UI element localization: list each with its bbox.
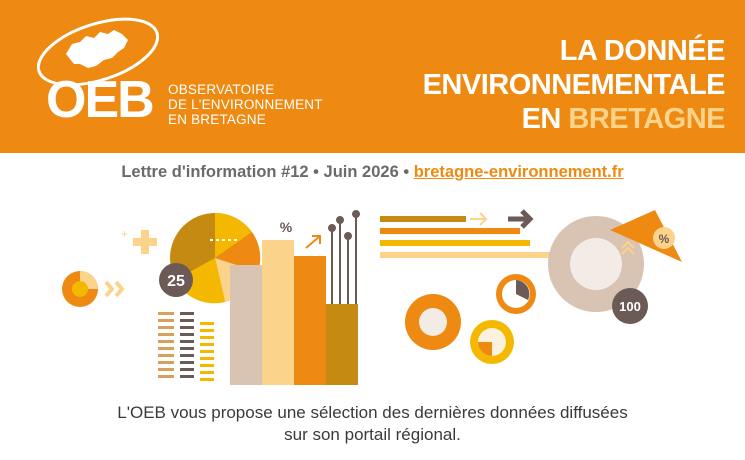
header-banner: OEB OBSERVATOIRE DE L'ENVIRONNEMENT EN B… xyxy=(0,0,745,153)
badge-25: 25 xyxy=(167,273,185,290)
logo-sub-line: DE L'ENVIRONNEMENT xyxy=(168,97,323,112)
percent-badge-circle xyxy=(653,227,675,249)
title-line: ENVIRONNEMENTALE xyxy=(422,69,726,101)
brittany-map-icon xyxy=(36,17,160,87)
percent-badge: % xyxy=(659,232,670,246)
newsletter-info: Lettre d'information #12 • Juin 2026 • b… xyxy=(0,163,745,182)
badge-100-circle xyxy=(612,288,648,324)
arrow-up-right-icon xyxy=(305,235,321,249)
pin-lines xyxy=(328,210,360,304)
badge-25-circle xyxy=(159,263,193,297)
donut-chart-orange xyxy=(405,294,461,350)
donut-chart-yellow xyxy=(470,320,514,364)
intro-line: L'OEB vous propose une sélection des der… xyxy=(117,403,628,422)
chevron-right-icon xyxy=(104,280,125,298)
striped-bars xyxy=(158,312,214,381)
portal-link[interactable]: bretagne-environnement.fr xyxy=(413,163,624,181)
logo-wordmark: OEB xyxy=(46,71,155,129)
horizontal-bars xyxy=(380,216,555,258)
bar-chart xyxy=(230,240,358,385)
donut-chart-grey xyxy=(496,274,536,314)
title-accent: BRETAGNE xyxy=(568,103,725,135)
title-prefix: EN xyxy=(521,103,569,135)
logo-sub-line: OBSERVATOIRE xyxy=(168,82,275,97)
data-illustration: + 25 % xyxy=(62,209,682,385)
badge-100: 100 xyxy=(619,299,641,314)
page-title: LA DONNÉE ENVIRONNEMENTALE EN BRETAGNE xyxy=(422,34,726,136)
arrow-right-icon xyxy=(470,209,534,229)
title-line: LA DONNÉE xyxy=(559,35,726,67)
percent-label: % xyxy=(280,219,293,235)
plus-icon: + xyxy=(121,227,157,254)
svg-text:+: + xyxy=(121,227,128,241)
logo-sub-line: EN BRETAGNE xyxy=(168,112,266,127)
newsletter-label: Lettre d'information #12 • Juin 2026 • xyxy=(121,163,410,181)
donut-chart-large xyxy=(548,216,644,312)
intro-text: L'OEB vous propose une sélection des der… xyxy=(0,402,745,446)
intro-line: sur son portail régional. xyxy=(284,425,461,444)
logo-subtitle: OBSERVATOIRE DE L'ENVIRONNEMENT EN BRETA… xyxy=(168,82,323,127)
title-line: EN BRETAGNE xyxy=(423,102,726,136)
donut-chart-small xyxy=(62,271,98,307)
